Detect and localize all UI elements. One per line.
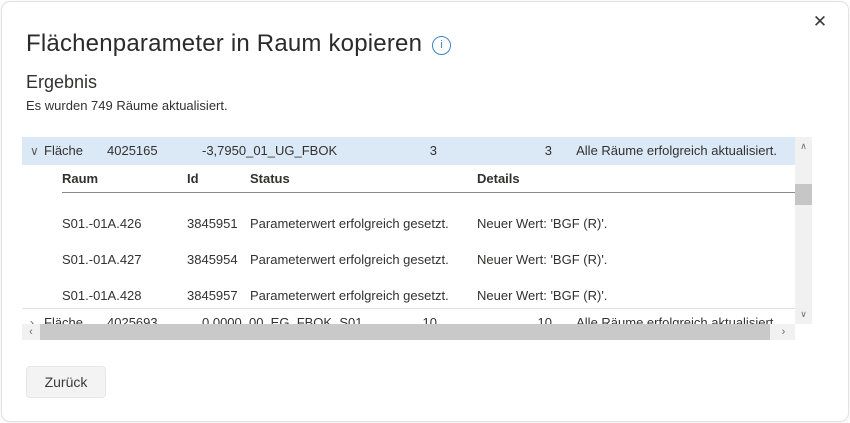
table-row: S01.-01A.427 3845954 Parameterwert erfol…: [22, 242, 795, 278]
row-separator: [22, 308, 795, 309]
scroll-right-icon[interactable]: ›: [781, 326, 786, 338]
column-header-details: Details: [477, 171, 520, 186]
group-count-total: 3: [544, 143, 552, 158]
group-id: 4025165: [107, 143, 158, 158]
cell-status: Parameterwert erfolgreich gesetzt.: [250, 288, 449, 303]
horizontal-scrollbar[interactable]: ‹ ›: [22, 324, 795, 340]
cell-id: 3845957: [187, 288, 238, 303]
column-header-raum: Raum: [62, 171, 99, 186]
scroll-down-icon[interactable]: ∨: [800, 309, 807, 319]
chevron-right-icon[interactable]: ›: [30, 316, 34, 330]
group-type-label: Fläche: [44, 143, 84, 158]
cell-status: Parameterwert erfolgreich gesetzt.: [250, 216, 449, 231]
cell-status: Parameterwert erfolgreich gesetzt.: [250, 252, 449, 267]
column-header-status: Status: [250, 171, 290, 186]
group-count-updated: 3: [429, 143, 437, 158]
result-heading: Ergebnis: [26, 72, 98, 92]
horizontal-scrollbar-thumb[interactable]: [40, 324, 770, 340]
scroll-left-icon[interactable]: ‹: [29, 326, 33, 338]
cell-id: 3845954: [187, 252, 238, 267]
scroll-up-icon[interactable]: ∧: [800, 141, 807, 151]
vertical-scrollbar-thumb[interactable]: [795, 184, 812, 205]
table-row: S01.-01A.426 3845951 Parameterwert erfol…: [22, 206, 795, 242]
back-button[interactable]: Zurück: [26, 366, 106, 398]
chevron-down-icon[interactable]: ∨: [30, 144, 39, 158]
result-list: ∨ Fläche 4025165 -3,7950_01_UG_FBOK 3 3 …: [22, 137, 812, 340]
page-title: Flächenparameter in Raum kopieren: [26, 30, 423, 57]
cell-raum: S01.-01A.427: [62, 252, 142, 267]
cell-raum: S01.-01A.426: [62, 216, 142, 231]
cell-id: 3845951: [187, 216, 238, 231]
cell-raum: S01.-01A.428: [62, 288, 142, 303]
table-rows: S01.-01A.426 3845951 Parameterwert erfol…: [22, 206, 795, 314]
table-header-row: Raum Id Status Details: [62, 165, 795, 193]
result-summary: Es wurden 749 Räume aktualisiert.: [26, 98, 228, 113]
table-row: S01.-01A.428 3845957 Parameterwert erfol…: [22, 278, 795, 314]
group-status: Alle Räume erfolgreich aktualisiert.: [576, 143, 777, 158]
vertical-scrollbar[interactable]: ∧ ∨: [795, 137, 812, 324]
group-name: -3,7950_01_UG_FBOK: [202, 143, 338, 158]
column-header-id: Id: [187, 171, 199, 186]
close-icon[interactable]: ✕: [806, 8, 834, 36]
group-row-flaeche-4025165[interactable]: ∨ Fläche 4025165 -3,7950_01_UG_FBOK 3 3 …: [22, 137, 795, 165]
info-icon[interactable]: i: [432, 36, 452, 55]
cell-details: Neuer Wert: 'BGF (R)'.: [477, 252, 608, 267]
dialog-header: Flächenparameter in Raum kopieren i: [26, 30, 452, 58]
cell-details: Neuer Wert: 'BGF (R)'.: [477, 216, 608, 231]
cell-details: Neuer Wert: 'BGF (R)'.: [477, 288, 608, 303]
